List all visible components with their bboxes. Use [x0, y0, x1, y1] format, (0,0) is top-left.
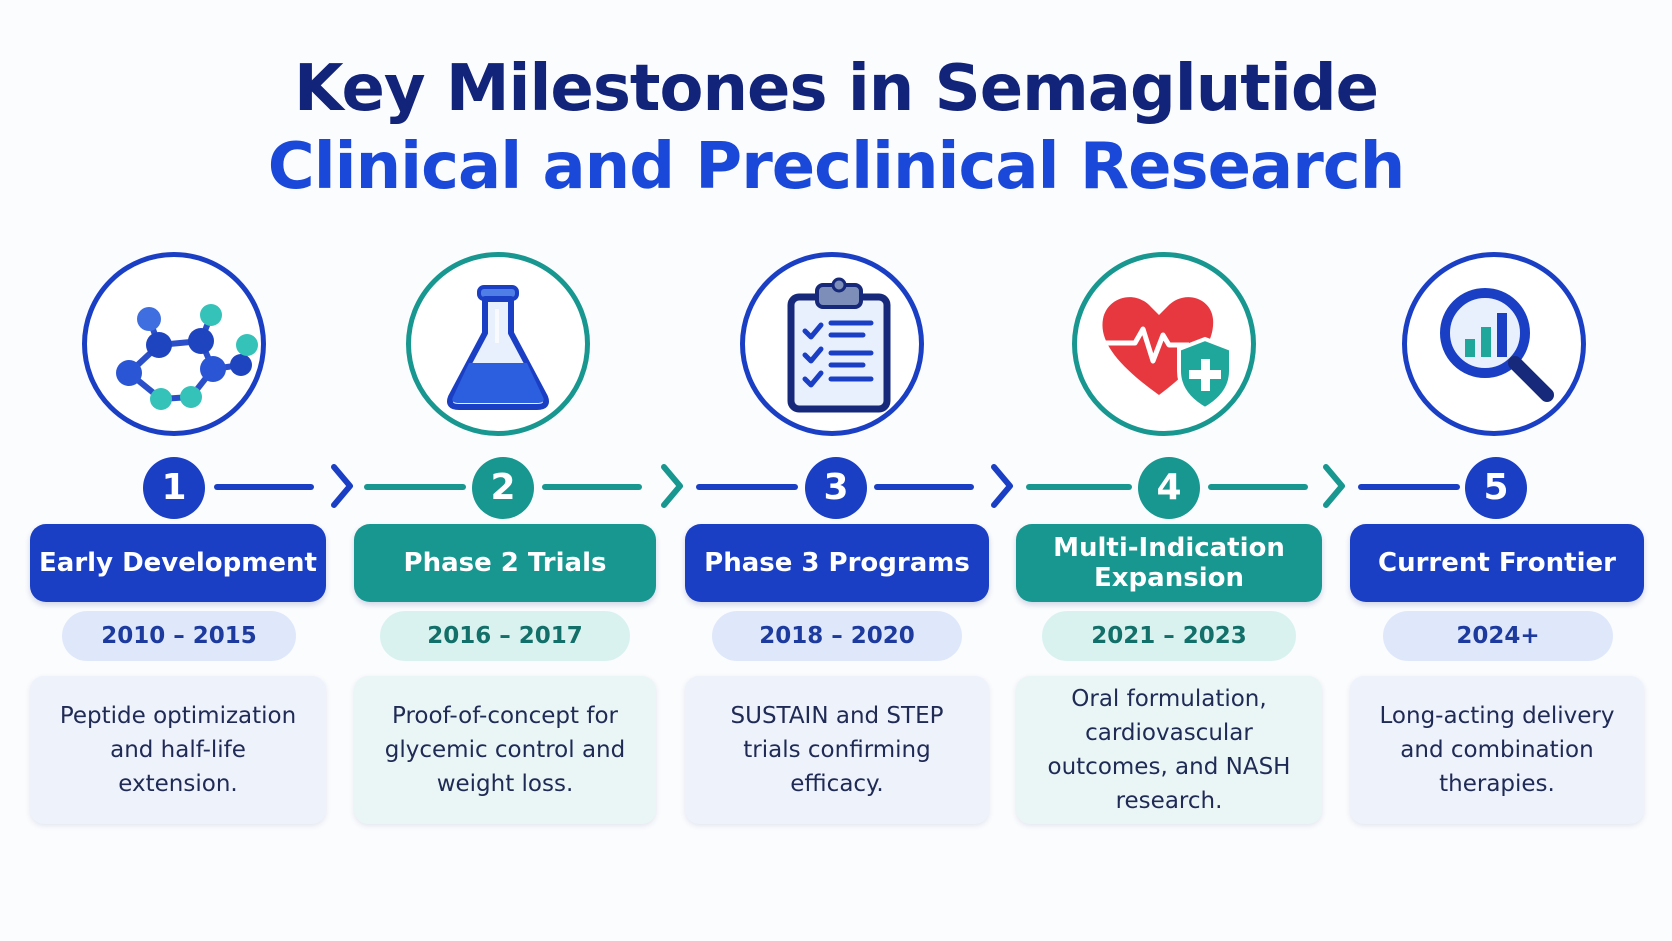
heart-shield-icon [1102, 297, 1233, 412]
page-title-line-2: Clinical and Preclinical Research [267, 130, 1406, 204]
milestone-1-icon-circle [82, 252, 266, 436]
connector-2-left [364, 484, 466, 490]
connector-3-right [874, 484, 974, 490]
connector-5-left [1358, 484, 1460, 490]
milestone-1-label: Early Development [30, 524, 326, 602]
milestone-3-icon-circle [740, 252, 924, 436]
milestone-1-years: 2010 – 2015 [62, 611, 296, 661]
chevron-right-icon [661, 464, 683, 508]
milestone-5-label: Current Frontier [1350, 524, 1644, 602]
milestone-1-number: 1 [143, 457, 205, 519]
connector-1-right [214, 484, 314, 490]
clipboard-checklist-icon [787, 277, 891, 413]
milestone-2-years: 2016 – 2017 [380, 611, 630, 661]
milestone-5-description: Long-acting delivery and combination the… [1350, 676, 1644, 824]
connector-3-left [696, 484, 798, 490]
milestone-4-number: 4 [1138, 457, 1200, 519]
milestone-5-number: 5 [1465, 457, 1527, 519]
milestone-3-years: 2018 – 2020 [712, 611, 962, 661]
magnifier-chart-icon [1440, 288, 1554, 402]
milestone-3-number: 3 [805, 457, 867, 519]
flask-icon [447, 285, 549, 410]
milestone-5-icon-circle [1402, 252, 1586, 436]
milestone-2-number: 2 [472, 457, 534, 519]
milestone-1-description: Peptide optimization and half-life exten… [30, 676, 326, 824]
connector-2-right [542, 484, 642, 490]
milestone-4-description: Oral formulation, cardiovascular outcome… [1016, 676, 1322, 824]
connector-4-left [1026, 484, 1132, 490]
connector-4-right [1208, 484, 1308, 490]
molecule-icon [116, 304, 258, 410]
milestone-4-label: Multi-Indication Expansion [1016, 524, 1322, 602]
milestone-4-icon-circle [1072, 252, 1256, 436]
milestone-3-description: SUSTAIN and STEP trials confirming effic… [685, 676, 989, 824]
milestone-3-label: Phase 3 Programs [685, 524, 989, 602]
milestone-4-years: 2021 – 2023 [1042, 611, 1296, 661]
chevron-right-icon [1323, 464, 1345, 508]
chevron-right-icon [991, 464, 1013, 508]
milestone-2-label: Phase 2 Trials [354, 524, 656, 602]
chevron-right-icon [331, 464, 353, 508]
milestone-2-icon-circle [406, 252, 590, 436]
milestone-5-years: 2024+ [1383, 611, 1613, 661]
page-title-line-1: Key Milestones in Semaglutide [293, 52, 1379, 126]
milestone-2-description: Proof-of-concept for glycemic control an… [354, 676, 656, 824]
